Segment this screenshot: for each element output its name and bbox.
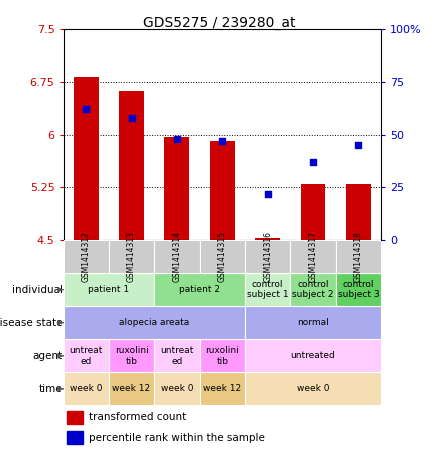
- Text: ruxolini
tib: ruxolini tib: [115, 346, 148, 366]
- Bar: [245, 273, 290, 306]
- Point: [173, 135, 180, 143]
- Bar: [64, 339, 109, 372]
- Bar: [245, 306, 381, 339]
- Text: patient 1: patient 1: [88, 285, 130, 294]
- Text: disease state: disease state: [0, 318, 63, 328]
- Bar: [200, 240, 245, 273]
- Bar: [119, 91, 144, 240]
- Text: week 0: week 0: [161, 385, 193, 393]
- Text: normal: normal: [297, 318, 329, 327]
- Point: [83, 106, 90, 113]
- Text: agent: agent: [32, 351, 63, 361]
- Bar: [290, 273, 336, 306]
- Point: [128, 114, 135, 121]
- Text: patient 2: patient 2: [179, 285, 220, 294]
- Text: GSM1414313: GSM1414313: [127, 231, 136, 282]
- Text: untreat
ed: untreat ed: [70, 346, 103, 366]
- Point: [310, 159, 317, 166]
- Bar: [154, 240, 200, 273]
- Text: week 0: week 0: [70, 385, 102, 393]
- Text: GDS5275 / 239280_at: GDS5275 / 239280_at: [143, 16, 295, 30]
- Bar: [67, 431, 82, 444]
- Text: GSM1414314: GSM1414314: [173, 231, 181, 282]
- Text: transformed count: transformed count: [89, 412, 186, 422]
- Bar: [245, 372, 381, 405]
- Text: control
subject 3: control subject 3: [338, 280, 379, 299]
- Bar: [290, 240, 336, 273]
- Bar: [64, 273, 154, 306]
- Bar: [245, 339, 381, 372]
- Text: GSM1414318: GSM1414318: [354, 231, 363, 282]
- Bar: [109, 240, 154, 273]
- Text: week 12: week 12: [203, 385, 241, 393]
- Text: alopecia areata: alopecia areata: [119, 318, 189, 327]
- Text: week 0: week 0: [297, 385, 329, 393]
- Text: GSM1414316: GSM1414316: [263, 231, 272, 282]
- Bar: [64, 306, 245, 339]
- Bar: [200, 372, 245, 405]
- Bar: [245, 240, 290, 273]
- Point: [219, 137, 226, 145]
- Text: control
subject 1: control subject 1: [247, 280, 289, 299]
- Point: [264, 190, 271, 198]
- Text: week 12: week 12: [113, 385, 151, 393]
- Bar: [346, 184, 371, 240]
- Bar: [164, 137, 189, 240]
- Text: time: time: [39, 384, 63, 394]
- Point: [355, 142, 362, 149]
- Bar: [210, 141, 235, 240]
- Text: untreat
ed: untreat ed: [160, 346, 194, 366]
- Bar: [109, 372, 154, 405]
- Bar: [200, 339, 245, 372]
- Bar: [109, 339, 154, 372]
- Text: untreated: untreated: [291, 352, 336, 360]
- Bar: [336, 273, 381, 306]
- Bar: [67, 410, 82, 424]
- Bar: [154, 372, 200, 405]
- Bar: [255, 238, 280, 240]
- Text: GSM1414317: GSM1414317: [308, 231, 318, 282]
- Bar: [154, 273, 245, 306]
- Text: GSM1414312: GSM1414312: [82, 231, 91, 282]
- Text: percentile rank within the sample: percentile rank within the sample: [89, 433, 265, 443]
- Bar: [300, 184, 325, 240]
- Text: individual: individual: [11, 284, 63, 295]
- Text: ruxolini
tib: ruxolini tib: [205, 346, 239, 366]
- Text: GSM1414315: GSM1414315: [218, 231, 227, 282]
- Bar: [74, 77, 99, 240]
- Bar: [64, 372, 109, 405]
- Bar: [64, 240, 109, 273]
- Text: control
subject 2: control subject 2: [292, 280, 334, 299]
- Bar: [336, 240, 381, 273]
- Bar: [154, 339, 200, 372]
